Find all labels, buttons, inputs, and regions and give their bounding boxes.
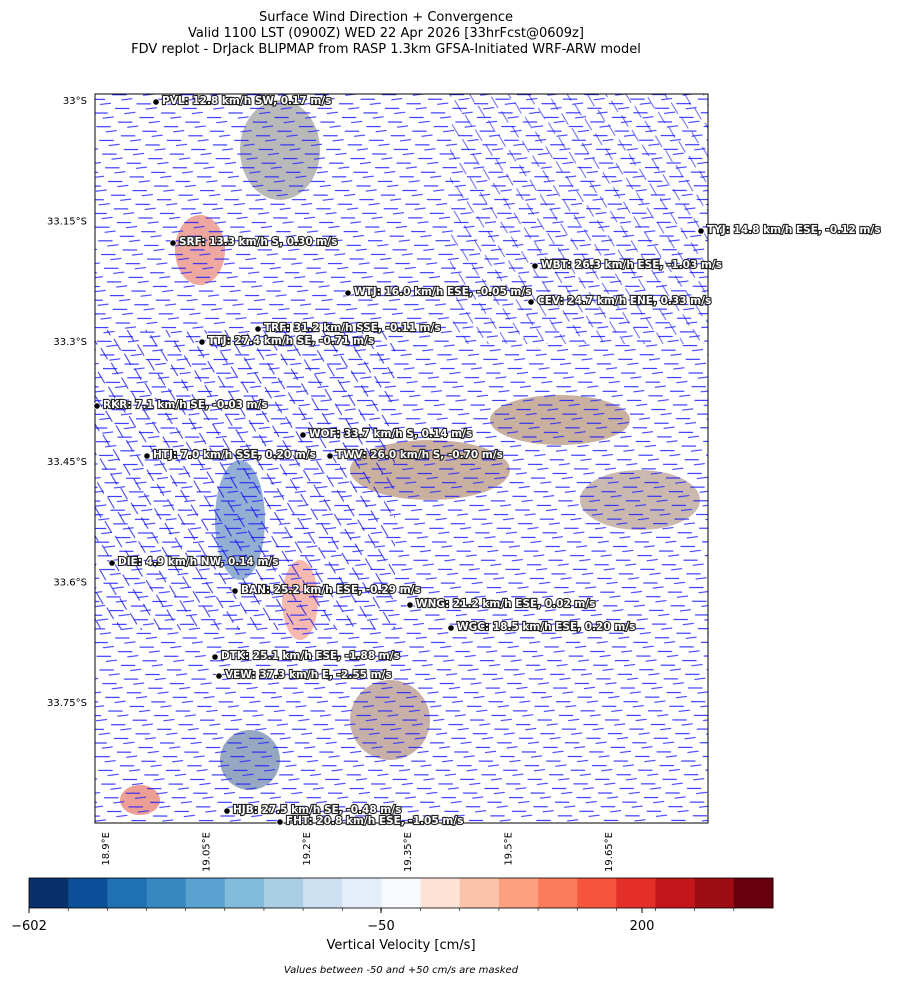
lon-tick-label: 19.2°E bbox=[302, 832, 313, 866]
station-dot bbox=[231, 587, 239, 595]
colorbar-segment bbox=[420, 878, 461, 908]
lon-tick-label: 19.65°E bbox=[604, 832, 615, 872]
station-dot bbox=[254, 325, 262, 333]
station-dot bbox=[143, 452, 151, 460]
station-dot bbox=[169, 239, 177, 247]
station-label: WBT: 26.3 km/h ESE, -1.03 m/s bbox=[541, 259, 722, 271]
station-label: TWV: 26.0 km/h S, -0.70 m/s bbox=[336, 449, 503, 461]
lat-tick-label: 33.6°S bbox=[53, 578, 87, 589]
station-dot bbox=[215, 672, 223, 680]
colorbar-label: Vertical Velocity [cm/s] bbox=[326, 938, 475, 953]
lat-tick-label: 33.3°S bbox=[53, 337, 87, 348]
colorbar-segment bbox=[68, 878, 108, 908]
station-dot bbox=[697, 227, 705, 235]
colorbar-segment bbox=[381, 878, 422, 908]
station-label: SRF: 13.3 km/h S, 0.30 m/s bbox=[179, 236, 337, 248]
station-dot bbox=[108, 559, 116, 567]
station-dot bbox=[211, 653, 219, 661]
map-background bbox=[95, 94, 708, 823]
station-label: CEV: 24.7 km/h ENE, 0.33 m/s bbox=[537, 295, 711, 307]
station-dot bbox=[299, 431, 307, 439]
station-label: WNG: 21.2 km/h ESE, 0.02 m/s bbox=[416, 598, 595, 610]
colorbar-frame bbox=[28, 877, 774, 909]
station-label: TRF: 31.2 km/h SSE, -0.11 m/s bbox=[264, 322, 441, 334]
station-label: FHT: 20.8 km/h ESE, -1.05 m/s bbox=[286, 815, 463, 827]
lon-tick-label: 19.5°E bbox=[503, 832, 514, 866]
station-label: HJB: 27.5 km/h SE, -0.48 m/s bbox=[233, 804, 401, 816]
station-label: RKR: 7.1 km/h SE, -0.03 m/s bbox=[103, 399, 268, 411]
station-label: DIE: 4.9 km/h NW, 0.14 m/s bbox=[118, 556, 279, 568]
station-label: TYJ: 14.8 km/h ESE, -0.12 m/s bbox=[707, 224, 880, 236]
colorbar-segment bbox=[694, 878, 735, 908]
station-label: WTJ: 16.0 km/h ESE, -0.05 m/s bbox=[354, 286, 531, 298]
title-line: Surface Wind Direction + Convergence bbox=[259, 10, 513, 25]
station-label: VEW: 37.3 km/h E, -2.55 m/s bbox=[225, 669, 392, 681]
lon-tick-label: 19.05°E bbox=[202, 832, 213, 872]
colorbar-segment bbox=[498, 878, 539, 908]
colorbar-segment bbox=[616, 878, 657, 908]
lon-tick-label: 18.9°E bbox=[101, 832, 112, 866]
lat-tick-label: 33.75°S bbox=[47, 698, 87, 709]
lat-tick-label: 33.45°S bbox=[47, 457, 87, 468]
colorbar-segment bbox=[459, 878, 500, 908]
colorbar-segment bbox=[224, 878, 265, 908]
station-label: WOF: 33.7 km/h S, 0.14 m/s bbox=[309, 428, 472, 440]
colorbar-segment bbox=[577, 878, 617, 908]
station-dot bbox=[531, 262, 539, 270]
station-label: DTK: 25.1 km/h ESE, -1.88 m/s bbox=[221, 650, 400, 662]
colorbar-segment bbox=[263, 878, 304, 908]
colorbar-tick-label: −602 bbox=[11, 919, 47, 934]
station-label: WGC: 18.5 km/h ESE, 0.20 m/s bbox=[457, 621, 635, 633]
station-label: BAN: 25.2 km/h ESE, -0.29 m/s bbox=[241, 584, 421, 596]
colorbar-tick-label: 200 bbox=[630, 919, 655, 934]
station-dot bbox=[527, 298, 535, 306]
colorbar-segment bbox=[342, 878, 382, 908]
map-frame bbox=[94, 93, 709, 824]
lat-tick-label: 33°S bbox=[63, 96, 87, 107]
lat-tick-label: 33.15°S bbox=[47, 216, 87, 227]
colorbar-segment bbox=[655, 878, 696, 908]
station-dot bbox=[344, 289, 352, 297]
colorbar-segment bbox=[538, 878, 578, 908]
colorbar-segment bbox=[107, 878, 147, 908]
station-dot bbox=[93, 402, 101, 410]
title-line: FDV replot - DrJack BLIPMAP from RASP 1.… bbox=[131, 42, 641, 57]
station-label: TTJ: 27.4 km/h SE, -0.71 m/s bbox=[208, 335, 374, 347]
footnote: Values between -50 and +50 cm/s are mask… bbox=[284, 965, 519, 976]
station-dot bbox=[406, 601, 414, 609]
colorbar-segment bbox=[146, 878, 187, 908]
colorbar-segment bbox=[303, 878, 343, 908]
station-dot bbox=[326, 452, 334, 460]
colorbar-segment bbox=[733, 878, 774, 908]
station-dot bbox=[276, 818, 284, 826]
station-dot bbox=[198, 338, 206, 346]
station-dot bbox=[447, 624, 455, 632]
colorbar-tick-label: −50 bbox=[367, 919, 394, 934]
colorbar-segment bbox=[29, 878, 69, 908]
station-dot bbox=[152, 98, 160, 106]
station-label: HTJ: 7.0 km/h SSE, 0.20 m/s bbox=[153, 449, 316, 461]
colorbar-segment bbox=[185, 878, 226, 908]
station-label: PVL: 12.8 km/h SW, 0.17 m/s bbox=[162, 95, 331, 107]
title-line: Valid 1100 LST (0900Z) WED 22 Apr 2026 [… bbox=[188, 26, 584, 41]
lon-tick-label: 19.35°E bbox=[403, 832, 414, 872]
station-dot bbox=[223, 807, 231, 815]
